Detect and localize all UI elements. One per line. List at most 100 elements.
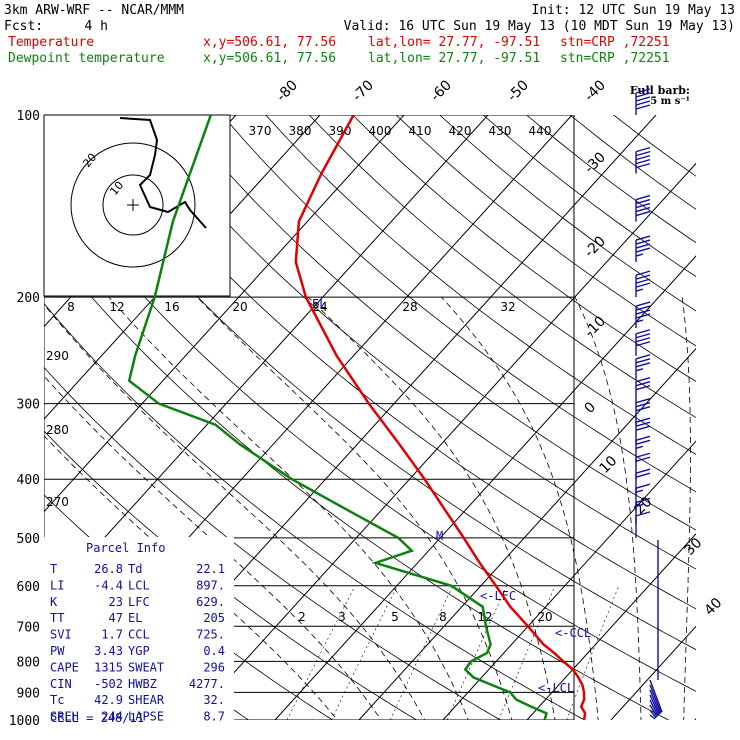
moist-adiabat bbox=[44, 435, 338, 720]
wind-barb-flag bbox=[635, 376, 651, 383]
parcel-info-box: Parcel Info CELL = 248/11 T 26.8 Td 22.1 LI -… bbox=[44, 537, 234, 725]
hodograph-speed-label: 8 bbox=[67, 300, 75, 314]
isotherm bbox=[44, 115, 405, 513]
mixing-ratio-label: 8 bbox=[439, 610, 447, 624]
wind-barb-flag bbox=[635, 435, 651, 441]
wind-barb-flag bbox=[635, 305, 651, 311]
pressure-tick-label: 200 bbox=[17, 291, 40, 306]
wind-barb-flag bbox=[635, 247, 651, 253]
pressure-tick-label: 400 bbox=[17, 473, 40, 488]
hodograph-speed-label: 24 bbox=[312, 300, 327, 314]
temperature-profile bbox=[294, 115, 587, 720]
wind-barb-flag bbox=[635, 104, 651, 110]
parcel-row-right-label: LCL bbox=[128, 578, 150, 592]
parcel-row-left-label: SVI bbox=[50, 628, 72, 642]
pressure-tick-label: 800 bbox=[17, 655, 40, 670]
wind-barb-surface bbox=[649, 679, 663, 713]
wind-barb-flag bbox=[635, 146, 651, 153]
moist-adiabat bbox=[108, 296, 469, 720]
hodograph-trace bbox=[119, 117, 207, 229]
wind-barb-surface bbox=[649, 684, 662, 714]
wind-barb-flag bbox=[635, 301, 651, 307]
isotherm bbox=[190, 162, 696, 720]
temperature-station: stn=CRP ,72251 bbox=[560, 35, 670, 50]
isotherm-side-label: 40 bbox=[702, 595, 726, 619]
fcst-label: Fcst: bbox=[4, 19, 43, 34]
mixing-ratio-line bbox=[286, 585, 356, 720]
parcel-row-right-value: 629. bbox=[196, 595, 225, 609]
isotherm-top-label: -50 bbox=[505, 77, 532, 104]
mixing-ratio-line bbox=[498, 585, 556, 720]
wind-barb-flag bbox=[635, 354, 651, 360]
wind-barb-half bbox=[635, 253, 644, 257]
isotherm-side-label: -30 bbox=[582, 149, 609, 176]
dry-adiabat bbox=[47, 115, 696, 651]
parcel-info-background bbox=[44, 537, 234, 720]
wind-barb-flag bbox=[635, 309, 651, 315]
parcel-row-left-value: -502 bbox=[94, 677, 123, 691]
isotherm-side-label: -10 bbox=[582, 313, 609, 340]
isotherm-side-label: 0 bbox=[582, 399, 600, 417]
wind-barb-flag bbox=[635, 158, 651, 165]
wind-barb-flag bbox=[635, 282, 651, 288]
theta-label: 440 bbox=[529, 124, 552, 138]
wind-barb-surface bbox=[649, 709, 657, 719]
hodograph-ring bbox=[70, 142, 196, 268]
parcel-row-right-value: 725. bbox=[196, 628, 225, 642]
parcel-row-left-value: 42.9 bbox=[94, 693, 123, 707]
wind-barb-flag bbox=[635, 380, 651, 387]
pressure-tick-label: 900 bbox=[17, 686, 40, 701]
wind-barb-flag bbox=[635, 274, 651, 280]
wind-barb-flag bbox=[635, 402, 651, 408]
wind-barb-flag bbox=[635, 358, 651, 364]
parcel-row-right-value: 32. bbox=[203, 693, 225, 707]
wind-barb-surface bbox=[649, 714, 656, 720]
dry-adiabat bbox=[44, 302, 586, 720]
barb-legend-line2: 5 m s⁻¹ bbox=[650, 96, 690, 107]
parcel-row-right-label: Td bbox=[128, 562, 142, 576]
valid-time: Valid: 16 UTC Sun 19 May 13 (10 MDT Sun … bbox=[344, 19, 735, 34]
hodograph-speed-label: 32 bbox=[500, 300, 515, 314]
moist-adiabat bbox=[441, 296, 599, 720]
wind-barb-surface bbox=[649, 699, 659, 717]
wind-barb-flag bbox=[635, 425, 651, 431]
mixing-ratio-label: 20 bbox=[537, 610, 552, 624]
theta-left-label: 270 bbox=[46, 495, 69, 509]
theta-label: 430 bbox=[489, 124, 512, 138]
dry-adiabat bbox=[265, 115, 696, 455]
temperature-legend: Temperature bbox=[8, 35, 94, 50]
wind-barb-flag bbox=[635, 417, 651, 423]
wind-barb-half bbox=[635, 489, 644, 493]
hodograph-speed-label: 28 bbox=[402, 300, 417, 314]
wind-barb-flag bbox=[635, 162, 651, 169]
parcel-row-left-value: 244 bbox=[101, 710, 123, 724]
pressure-tick-label: 500 bbox=[17, 532, 40, 547]
hodograph-speed-label: 20 bbox=[232, 300, 247, 314]
parcel-row-left-label: LI bbox=[50, 578, 64, 592]
parcel-row-left-label: T bbox=[50, 562, 57, 576]
theta-label: 410 bbox=[409, 124, 432, 138]
mixing-ratio-line bbox=[390, 585, 454, 720]
dewpoint-latlon: lat,lon= 27.77, -97.51 bbox=[368, 51, 540, 66]
wind-barb-flag bbox=[635, 202, 651, 209]
wind-barb-flag bbox=[635, 456, 651, 462]
parcel-row-right-label: LAPSE bbox=[128, 710, 164, 724]
wind-barb-flag bbox=[635, 206, 651, 213]
theta-left-label: 280 bbox=[46, 423, 69, 437]
dewpoint-station: stn=CRP ,72251 bbox=[560, 51, 670, 66]
dry-adiabat bbox=[91, 115, 696, 610]
wind-barb-surface bbox=[649, 689, 661, 715]
mixing-ratio-line bbox=[447, 585, 507, 720]
dry-adiabat bbox=[44, 366, 502, 720]
parcel-row-right-value: 897. bbox=[196, 578, 225, 592]
profile-layer bbox=[127, 115, 587, 720]
parcel-row-left-value: 3.43 bbox=[94, 644, 123, 658]
wind-barb-flag bbox=[635, 497, 651, 504]
wind-barb-flag bbox=[635, 384, 651, 391]
isotherm bbox=[526, 533, 696, 720]
wind-barb-flag bbox=[635, 472, 651, 478]
model-title: 3km ARW-WRF -- NCAR/MMM bbox=[4, 3, 184, 18]
pressure-tick-label: 1000 bbox=[9, 714, 40, 729]
wind-barb-surface bbox=[649, 694, 660, 716]
parcel-row-left-value: 1.7 bbox=[101, 628, 123, 642]
